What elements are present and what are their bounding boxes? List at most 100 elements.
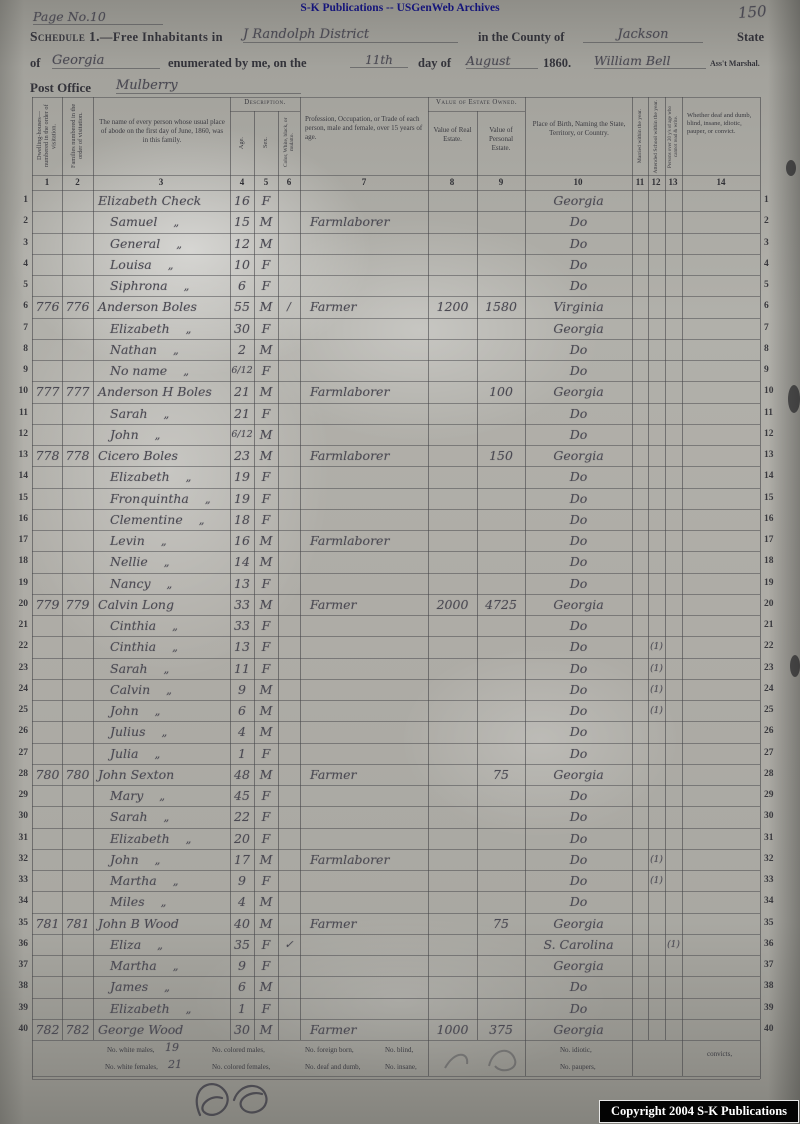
line-number: 23 [764,662,774,673]
line-number: 33 [764,875,774,885]
cell-value: 4 [238,894,246,910]
cell-value: 100 [489,384,513,400]
line-number: 14 [18,471,29,482]
cell-value: 781 [35,915,60,931]
person-name: Julius „ [110,724,169,740]
cell-value: F [261,958,271,973]
person-name: Louisa „ [110,256,175,272]
person-name: Cicero Boles [98,448,178,463]
cell-value: Do [569,426,588,442]
cell-value: 16 [234,533,250,548]
state-label: State [737,30,765,44]
grid-vline [477,111,478,1040]
grid-vline [665,97,666,1040]
column-number: 7 [361,177,367,187]
person-name: John Sexton [98,766,175,782]
line-number: 21 [18,620,29,630]
cell-value: Farmer [310,915,357,931]
cell-value: 16 [234,193,250,208]
cell-value: M [259,724,273,740]
grid-hline [32,402,760,404]
cell-value: Do [569,703,588,718]
cell-value: F [261,405,271,421]
line-number: 18 [18,556,29,567]
grid-hline [32,487,760,489]
person-name: Sarah „ [110,660,171,676]
grid-hline [32,296,760,298]
cell-value: 75 [493,915,509,931]
county-label: in the County of [478,30,565,44]
person-name: Nellie „ [110,554,171,570]
person-name: John „ [110,703,162,718]
footer-deaf-dumb: No. deaf and dumb, [305,1063,361,1071]
grid-vline [62,97,63,1040]
person-name: John B Wood [98,915,179,931]
cell-value: 1 [238,1000,246,1016]
cell-value: 23 [234,448,250,463]
footer-paupers: No. paupers, [560,1063,596,1071]
cell-value: M [259,681,273,697]
column-number: 5 [263,177,269,187]
cell-value: F [261,830,271,846]
grid-hline [32,381,760,383]
line-number: 34 [18,896,29,907]
line-number: 13 [764,450,774,460]
person-name: Martha „ [110,873,180,888]
cell-value: 375 [489,1021,513,1037]
cell-value: Do [569,533,588,548]
line-number: 36 [764,938,774,949]
grid-hline [32,530,760,531]
grid-vline [93,97,94,1040]
cell-value: 782 [35,1021,60,1037]
cell-value: Farmlaborer [310,448,390,463]
line-number: 16 [18,513,29,524]
person-name: Cinthia „ [110,639,179,655]
cell-value: Do [569,511,588,527]
cell-value: 1580 [485,299,517,315]
estate-band-header: Value of Estate Owned. [435,99,518,106]
person-name: Clementine „ [110,511,206,527]
cell-value: 48 [234,766,250,782]
cell-value: M [259,596,273,612]
cell-value: 777 [65,384,90,400]
line-number: 36 [18,938,29,949]
col-header-married: Married within the year. [636,109,643,164]
grid-hline [32,955,760,956]
cell-value: 15 [234,214,250,230]
line-number: 15 [764,492,774,503]
line-number: 39 [18,1002,29,1013]
line-number: 5 [23,280,28,290]
person-name: No name „ [110,363,190,378]
grid-hline [32,615,760,616]
district-handwritten: J Randolph District [243,27,458,43]
cell-value: 9 [238,681,246,697]
person-name: Siphrona „ [110,278,191,293]
cell-value: M [259,533,273,548]
grid-hline [32,253,760,255]
line-number: 26 [18,726,29,737]
person-name: Fronquintha „ [110,490,212,506]
cell-value: M [259,979,273,995]
line-number: 27 [764,747,774,758]
line-number: 35 [764,917,774,928]
grid-hline [32,721,760,723]
line-number: 11 [764,407,773,418]
cell-value: Do [569,235,588,251]
line-number: 38 [764,981,774,992]
cell-value: M [259,766,273,782]
line-number: 25 [764,705,774,715]
col-header-real-estate: Value of Real Estate. [433,126,472,143]
cell-value: 21 [234,405,250,421]
cell-value: M [259,554,273,570]
line-number: 9 [23,365,28,375]
line-number: 3 [764,237,769,248]
cell-value: 6/12 [231,428,253,440]
grid-hline [32,785,760,786]
cell-value: Do [569,681,588,697]
cell-value: F [261,193,271,208]
person-name: John „ [110,426,162,442]
person-name: Nathan „ [110,341,180,357]
col-header-deaf-dumb: Whether deaf and dumb, blind, insane, id… [687,112,752,136]
cell-value: F [261,639,271,655]
marshal-name-handwritten: William Bell [594,53,706,69]
